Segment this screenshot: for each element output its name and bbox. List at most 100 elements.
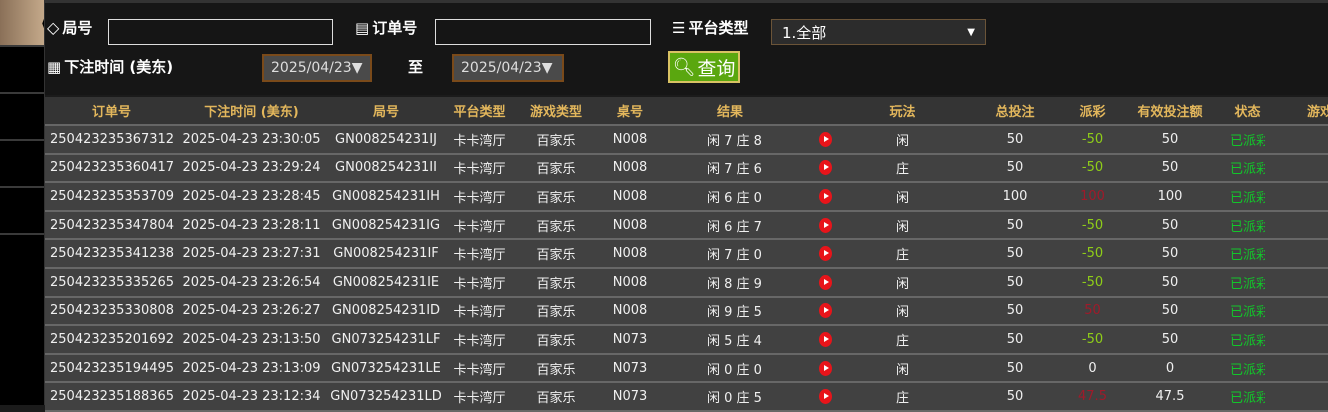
sidebar-item-active[interactable]: [0, 0, 44, 47]
column-header: 游戏: [1265, 97, 1328, 126]
total-bet-cell: 50: [955, 267, 1075, 298]
round-id-cell: GN008254231ID: [325, 296, 447, 327]
table-row[interactable]: 250423235360417 2025-04-23 23:29:24 GN0082…: [45, 153, 1328, 184]
table-row[interactable]: 250423235335265 2025-04-23 23:26:54 GN0082…: [45, 267, 1328, 298]
column-header: 有效投注额: [1110, 97, 1230, 126]
empty-cell: [1265, 239, 1328, 269]
total-bet-cell: 50: [955, 296, 1075, 327]
bet-type-cell: 庄: [850, 325, 955, 355]
table-row[interactable]: 250423235347804 2025-04-23 23:28:11 GN0082…: [45, 210, 1328, 241]
result-cell: 闲 0 庄 5: [660, 382, 800, 412]
round-id-cell: GN008254231IF: [325, 239, 447, 269]
bet-time-cell: 2025-04-23 23:26:27: [178, 296, 325, 327]
sidebar-item[interactable]: [0, 141, 44, 188]
empty-cell: [1265, 353, 1328, 384]
platform-select[interactable]: 1.全部 ▼: [771, 19, 986, 45]
round-id-cell: GN073254231LE: [325, 353, 447, 384]
bet-type-cell: 庄: [850, 239, 955, 269]
bet-time-cell: 2025-04-23 23:26:54: [178, 267, 325, 298]
result-cell: 闲 6 庄 7: [660, 210, 800, 241]
order-input[interactable]: [435, 19, 651, 45]
game-type-cell: 百家乐: [512, 267, 600, 298]
table-row[interactable]: 250423235330808 2025-04-23 23:26:27 GN0082…: [45, 296, 1328, 327]
bet-type-cell: 闲: [850, 296, 955, 327]
status-cell: 已派彩: [1230, 210, 1265, 241]
replay-cell: [800, 296, 850, 327]
platform-cell: 卡卡湾厅: [447, 296, 512, 327]
payout-cell: -50: [1075, 267, 1110, 298]
play-video-icon[interactable]: [818, 360, 832, 376]
table-row[interactable]: 250423235367312 2025-04-23 23:30:05 GN0082…: [45, 125, 1328, 155]
column-header: 桌号: [600, 97, 660, 126]
query-button[interactable]: 🔍︎ 查询: [668, 51, 740, 83]
payout-cell: -50: [1075, 210, 1110, 241]
table-row[interactable]: 250423235341238 2025-04-23 23:27:31 GN0082…: [45, 239, 1328, 269]
total-bet-cell: 100: [955, 182, 1075, 212]
valid-bet-cell: 47.5: [1110, 382, 1230, 412]
sidebar-item[interactable]: [0, 94, 44, 141]
round-input[interactable]: [108, 19, 333, 45]
table-row[interactable]: 250423235188365 2025-04-23 23:12:34 GN0732…: [45, 382, 1328, 412]
empty-cell: [1265, 153, 1328, 184]
replay-cell: [800, 153, 850, 184]
column-header: 玩法: [850, 97, 955, 126]
order-id-cell: 250423235341238: [45, 239, 178, 269]
total-bet-cell: 50: [955, 153, 1075, 184]
play-video-icon[interactable]: [818, 303, 832, 319]
platform-cell: 卡卡湾厅: [447, 267, 512, 298]
sidebar-item[interactable]: [0, 188, 44, 235]
replay-cell: [800, 210, 850, 241]
empty-cell: [1265, 382, 1328, 412]
column-header: 订单号: [45, 97, 178, 126]
valid-bet-cell: 50: [1110, 296, 1230, 327]
platform-cell: 卡卡湾厅: [447, 353, 512, 384]
round-id-cell: GN073254231LD: [325, 382, 447, 412]
order-id-cell: 250423235188365: [45, 382, 178, 412]
platform-cell: 卡卡湾厅: [447, 153, 512, 184]
bet-type-cell: 闲: [850, 267, 955, 298]
status-cell: 已派彩: [1230, 382, 1265, 412]
table-row[interactable]: 250423235353709 2025-04-23 23:28:45 GN0082…: [45, 182, 1328, 212]
play-video-icon[interactable]: [818, 331, 832, 347]
round-id-cell: GN008254231II: [325, 153, 447, 184]
sidebar-item[interactable]: [0, 47, 44, 94]
date-to-picker[interactable]: 2025/04/23▼: [452, 54, 564, 82]
payout-cell: 100: [1075, 182, 1110, 212]
empty-cell: [1265, 125, 1328, 155]
table-id-cell: N073: [600, 353, 660, 384]
play-video-icon[interactable]: [818, 131, 832, 147]
table-id-cell: N008: [600, 210, 660, 241]
play-video-icon[interactable]: [818, 246, 832, 262]
order-id-cell: 250423235335265: [45, 267, 178, 298]
bet-time-cell: 2025-04-23 23:28:45: [178, 182, 325, 212]
game-type-cell: 百家乐: [512, 153, 600, 184]
payout-cell: -50: [1075, 325, 1110, 355]
play-video-icon[interactable]: [818, 217, 832, 233]
valid-bet-cell: 50: [1110, 210, 1230, 241]
play-video-icon[interactable]: [818, 389, 832, 405]
play-video-icon[interactable]: [818, 274, 832, 290]
bet-records-table: 订单号 下注时间 (美东) 局号 平台类型 游戏类型 桌号 结果 玩法 总投注 派彩 有效投注额 状态…: [45, 97, 1328, 412]
order-id-cell: 250423235353709: [45, 182, 178, 212]
column-header: 游戏类型: [512, 97, 600, 126]
table-row[interactable]: 250423235194495 2025-04-23 23:13:09 GN0732…: [45, 353, 1328, 384]
total-bet-cell: 50: [955, 325, 1075, 355]
total-bet-cell: 50: [955, 353, 1075, 384]
play-video-icon[interactable]: [818, 188, 832, 204]
date-from-picker[interactable]: 2025/04/23▼: [262, 54, 372, 82]
replay-cell: [800, 325, 850, 355]
table-row[interactable]: 250423235201692 2025-04-23 23:13:50 GN0732…: [45, 325, 1328, 355]
sidebar: [0, 0, 45, 405]
result-cell: 闲 7 庄 6: [660, 153, 800, 184]
platform-cell: 卡卡湾厅: [447, 182, 512, 212]
platform-cell: 卡卡湾厅: [447, 125, 512, 155]
play-video-icon[interactable]: [818, 160, 832, 176]
result-cell: 闲 9 庄 5: [660, 296, 800, 327]
bet-time-cell: 2025-04-23 23:13:50: [178, 325, 325, 355]
status-cell: 已派彩: [1230, 296, 1265, 327]
replay-cell: [800, 125, 850, 155]
platform-label: ☰ 平台类型: [672, 18, 749, 38]
valid-bet-cell: 100: [1110, 182, 1230, 212]
bet-type-cell: 庄: [850, 153, 955, 184]
valid-bet-cell: 50: [1110, 125, 1230, 155]
